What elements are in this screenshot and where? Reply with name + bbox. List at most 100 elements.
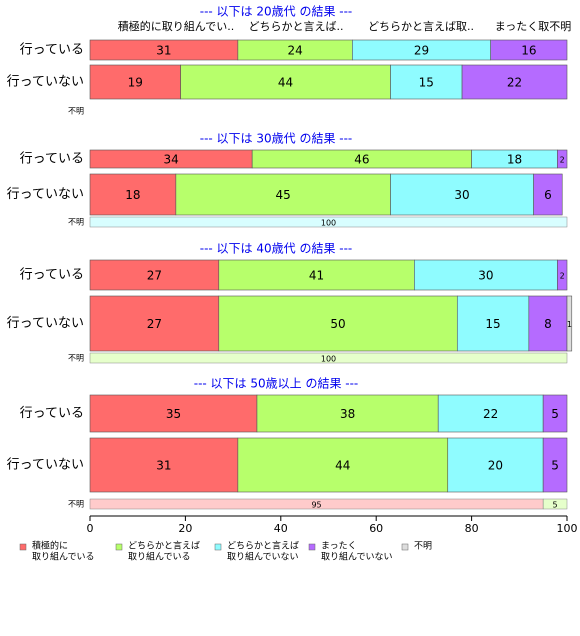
bar-segment: [89, 173, 177, 216]
data-label: 30: [478, 269, 493, 283]
panel-title: --- 以下は 50歳以上 の結果 ---: [194, 377, 359, 391]
row-label: 行っている: [20, 43, 84, 58]
bar-segment: [528, 295, 568, 352]
data-label: 44: [278, 76, 293, 90]
panel-title: --- 以下は 40歳代 の結果 ---: [200, 242, 353, 256]
data-label: 46: [354, 153, 369, 167]
unknown-data-label: 5: [553, 501, 558, 510]
unknown-row-label: 不明: [68, 500, 84, 509]
bar-segment: [89, 394, 258, 433]
data-label: 31: [156, 459, 171, 473]
bar-segment: [557, 149, 568, 169]
row-label: 行っていない: [7, 187, 84, 202]
row-label: 行っていない: [7, 316, 84, 331]
data-label: 6: [544, 188, 552, 202]
bar-segment: [533, 173, 563, 216]
legend-swatch: [19, 543, 27, 551]
x-tick-label: 0: [87, 522, 94, 535]
unknown-row-label: 不明: [68, 218, 84, 227]
data-label: 1: [567, 320, 572, 329]
legend-swatch: [115, 543, 123, 551]
data-label: 41: [309, 269, 324, 283]
bar-segment: [542, 437, 568, 493]
bar-segment: [89, 437, 239, 493]
bar-segment: [557, 259, 568, 291]
data-label: 29: [414, 44, 429, 58]
data-label: 2: [560, 272, 565, 281]
bar-segment: [414, 259, 558, 291]
data-label: 5: [551, 407, 559, 421]
bar-segment: [175, 173, 391, 216]
legend-label: どちらかと言えば: [227, 540, 299, 552]
unknown-data-label: 100: [321, 355, 336, 364]
row-label: 行っている: [20, 152, 84, 167]
data-label: 35: [166, 407, 181, 421]
bar-segment: [89, 295, 220, 352]
panel-title: --- 以下は 30歳代 の結果 ---: [200, 132, 353, 146]
legend-label: まったく: [321, 541, 357, 552]
legend-swatch: [214, 543, 222, 551]
data-label: 2: [560, 156, 565, 165]
bar-segment: [218, 295, 458, 352]
bar-segment: [461, 64, 568, 100]
bar-segment: [542, 394, 568, 433]
panel-title: --- 以下は 20歳代 の結果 ---: [200, 5, 353, 19]
x-tick-label: 40: [274, 522, 288, 535]
legend-swatch: [401, 543, 409, 551]
legend-label: 取り組んでいない: [227, 551, 299, 563]
data-label: 19: [128, 76, 143, 90]
legend-label: 取り組んでいる: [128, 551, 191, 563]
bar-segment: [390, 173, 534, 216]
data-label: 45: [276, 188, 291, 202]
x-tick-label: 80: [465, 522, 479, 535]
bar-segment: [256, 394, 439, 433]
bar-segment: [437, 394, 544, 433]
unknown-data-label: 100: [321, 219, 336, 228]
data-label: 16: [521, 44, 536, 58]
unknown-row-label: 不明: [68, 107, 84, 116]
unknown-row-label: 不明: [68, 354, 84, 363]
data-label: 18: [125, 188, 140, 202]
x-tick-label: 60: [369, 522, 383, 535]
bar-segment: [566, 295, 573, 352]
x-tick-label: 20: [178, 522, 192, 535]
bar-segment: [89, 259, 220, 291]
row-label: 行っていない: [7, 458, 84, 473]
data-label: 24: [287, 44, 302, 58]
data-label: 34: [163, 153, 178, 167]
data-label: 27: [147, 269, 162, 283]
row-label: 行っている: [20, 268, 84, 283]
legend-label: どちらかと言えば: [128, 540, 200, 552]
column-header: どちらかと言えば..: [249, 20, 344, 33]
bar-segment: [447, 437, 544, 493]
row-label: 行っていない: [7, 75, 84, 90]
data-label: 18: [507, 153, 522, 167]
unknown-bar-segment: [89, 352, 568, 364]
data-label: 31: [156, 44, 171, 58]
legend-swatch: [308, 543, 316, 551]
data-label: 15: [419, 76, 434, 90]
data-label: 20: [488, 459, 503, 473]
data-label: 22: [507, 76, 522, 90]
bar-segment: [218, 259, 415, 291]
column-header: 積極的に取り組んでい..: [118, 19, 234, 33]
data-label: 50: [330, 317, 345, 331]
unknown-bar-segment: [542, 498, 568, 510]
data-label: 38: [340, 407, 355, 421]
data-label: 15: [485, 317, 500, 331]
data-label: 22: [483, 407, 498, 421]
legend-label: 取り組んでいる: [32, 551, 95, 563]
bar-segment: [390, 64, 463, 100]
bar-segment: [180, 64, 391, 100]
x-tick-label: 100: [557, 522, 578, 535]
unknown-bar-segment: [89, 216, 568, 228]
data-label: 30: [454, 188, 469, 202]
legend-label: 不明: [414, 541, 432, 552]
bar-segment: [456, 295, 530, 352]
data-label: 44: [335, 459, 350, 473]
data-label: 27: [147, 317, 162, 331]
bar-segment: [89, 64, 181, 100]
data-label: 8: [544, 317, 552, 331]
row-label: 行っている: [20, 406, 84, 421]
